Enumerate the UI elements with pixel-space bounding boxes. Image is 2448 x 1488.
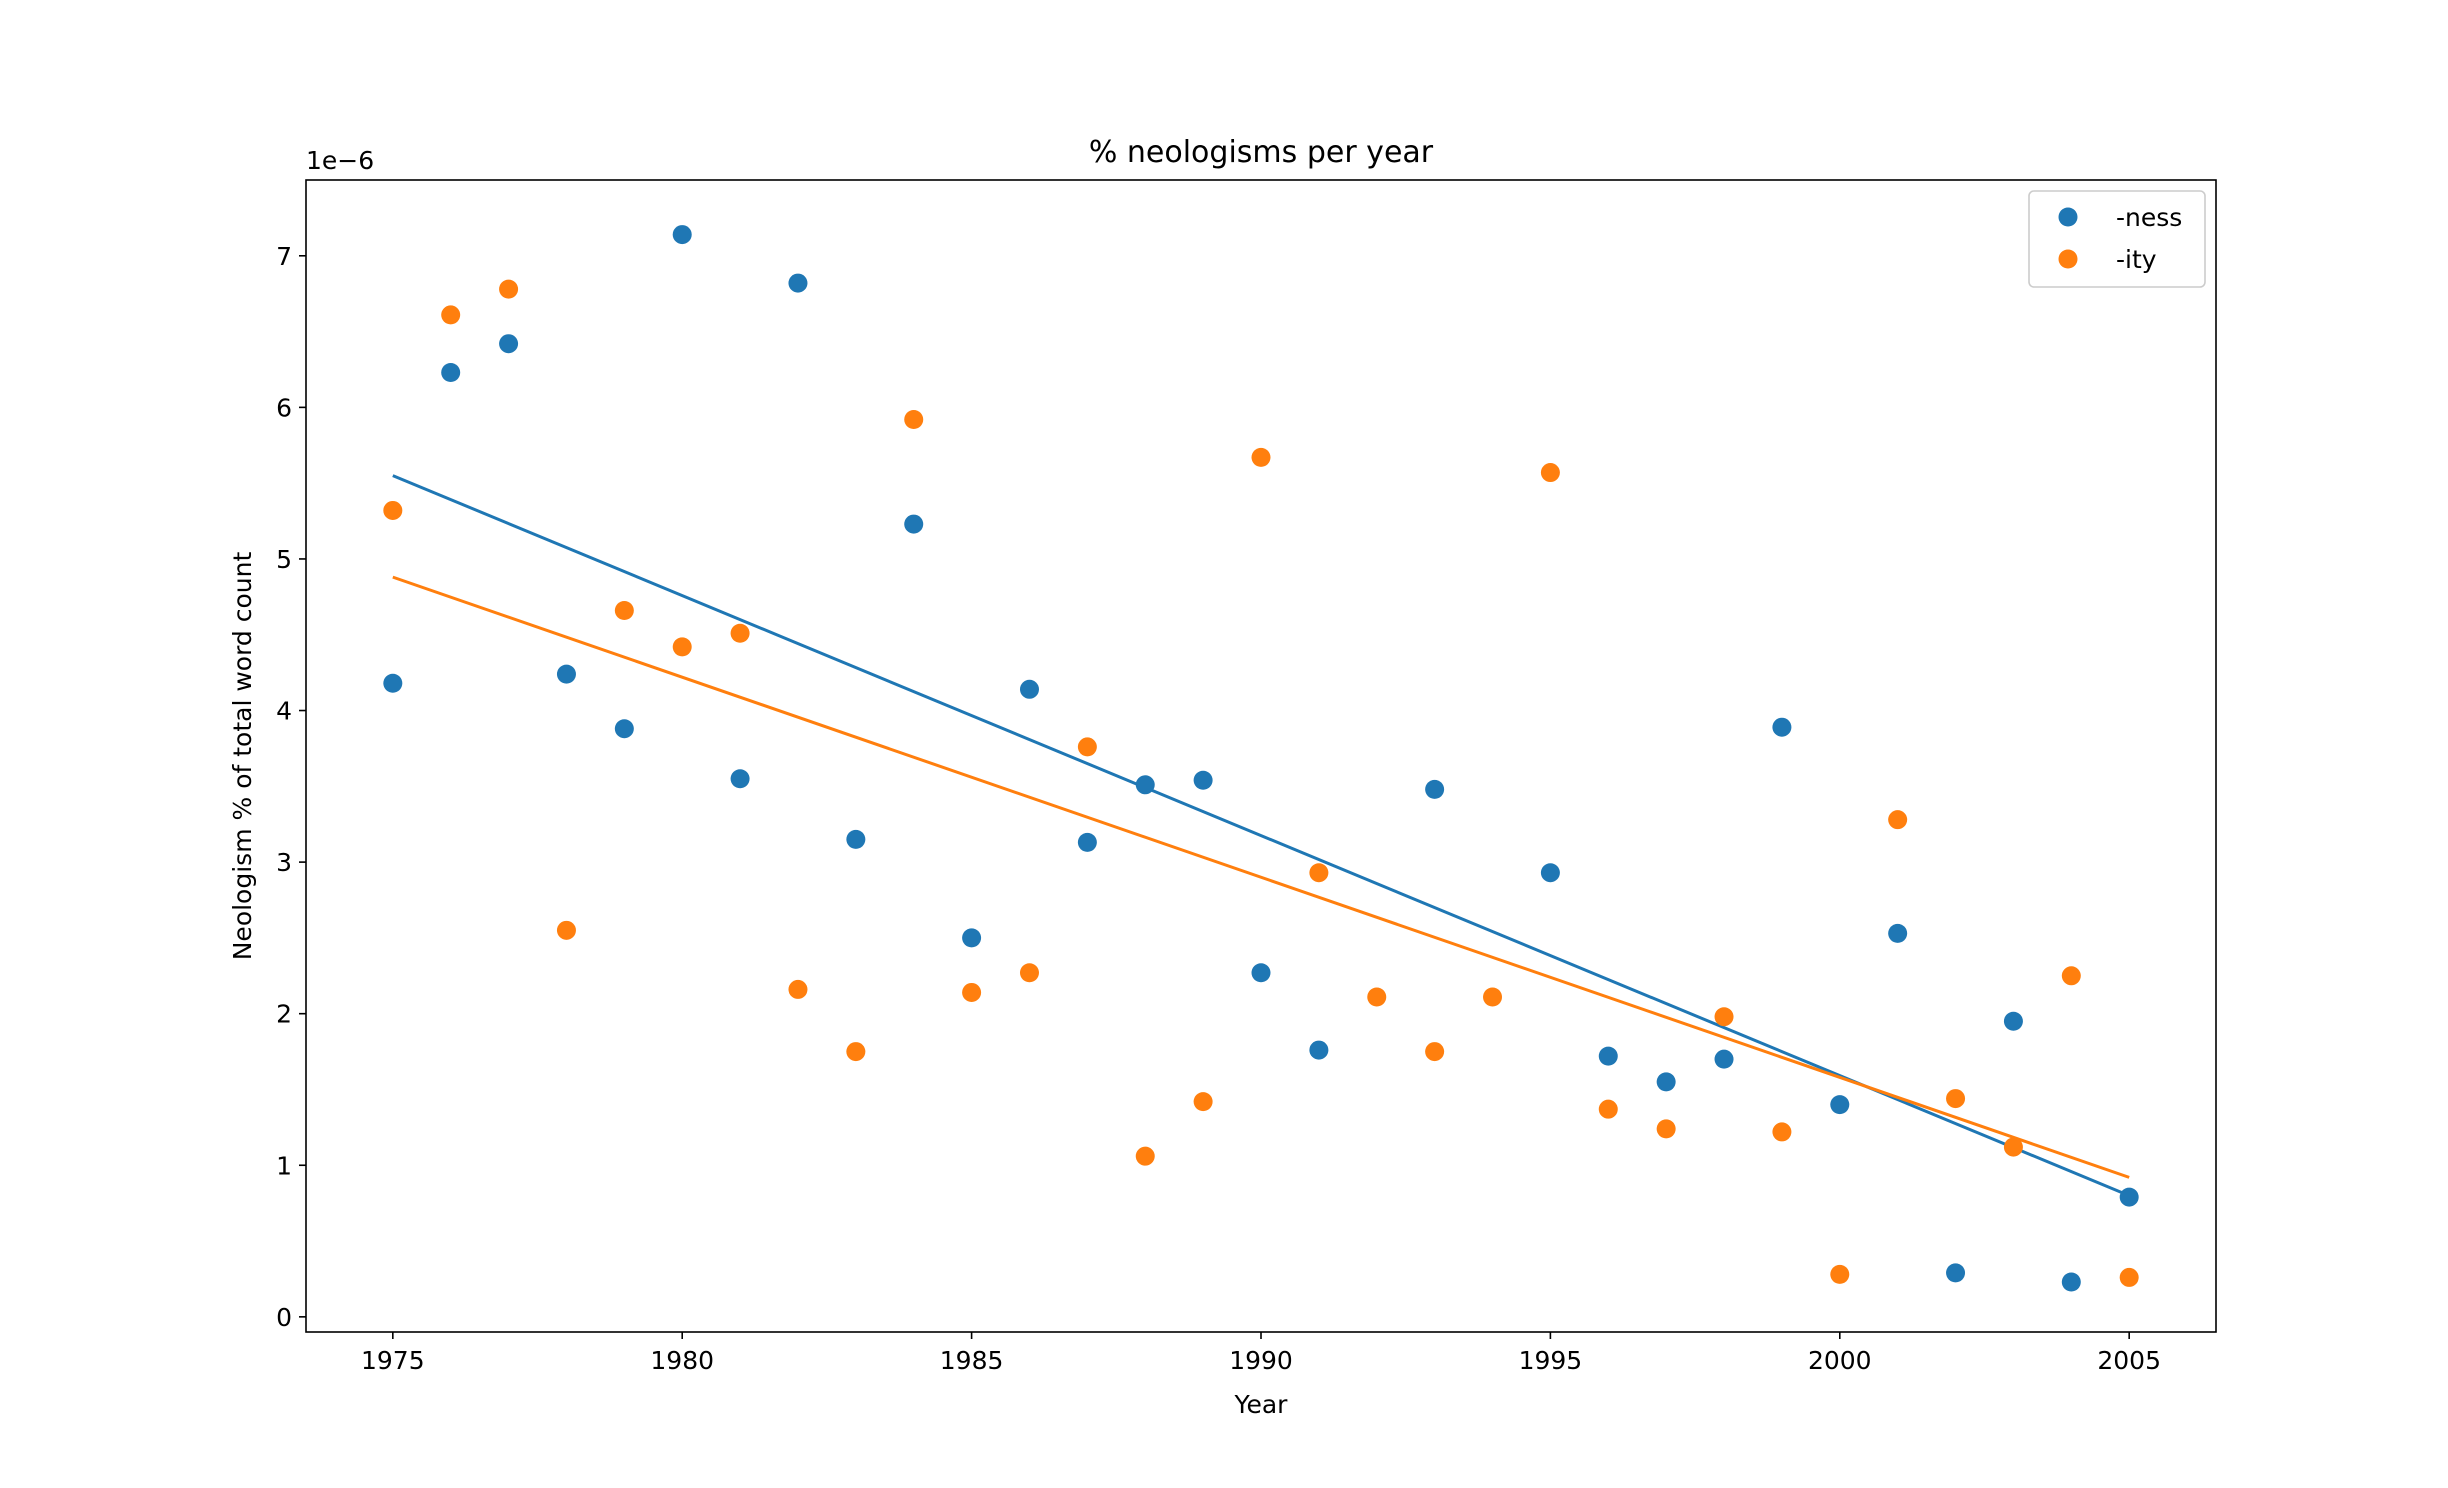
point-ness-2002 [1946, 1263, 1966, 1283]
point-ness-1998 [1714, 1049, 1734, 1069]
point-ness-2001 [1888, 923, 1908, 943]
point-ity-1984 [904, 409, 924, 429]
point-ity-1998 [1714, 1007, 1734, 1027]
point-ness-1993 [1425, 779, 1445, 799]
point-ity-1983 [846, 1042, 866, 1062]
point-ity-2005 [2119, 1267, 2139, 1287]
point-ness-1986 [1019, 679, 1039, 699]
point-ity-1987 [1077, 737, 1097, 757]
x-tick-label: 1975 [361, 1346, 425, 1375]
point-ness-1976 [441, 363, 461, 383]
point-ness-1990 [1251, 963, 1271, 983]
point-ness-1991 [1309, 1040, 1329, 1060]
x-tick-label: 1990 [1229, 1346, 1293, 1375]
point-ness-1975 [383, 673, 403, 693]
x-tick-label: 2000 [1808, 1346, 1872, 1375]
point-ness-1988 [1135, 775, 1155, 795]
point-ness-2003 [2003, 1011, 2023, 1031]
point-ity-2004 [2061, 966, 2081, 986]
x-tick-label: 1985 [940, 1346, 1004, 1375]
point-ness-2005 [2119, 1187, 2139, 1207]
point-ity-2000 [1830, 1264, 1850, 1284]
point-ity-1991 [1309, 863, 1329, 883]
point-ity-1999 [1772, 1122, 1792, 1142]
y-axis-scale-label: 1e−6 [306, 146, 374, 175]
point-ity-1980 [672, 637, 692, 657]
x-tick-label: 1995 [1519, 1346, 1583, 1375]
point-ness-1979 [614, 719, 634, 739]
point-ity-1981 [730, 623, 750, 643]
point-ity-1992 [1367, 987, 1387, 1007]
point-ity-1975 [383, 500, 403, 520]
point-ity-1997 [1656, 1119, 1676, 1139]
chart-title: % neologisms per year [1089, 135, 1434, 170]
scatter-points [383, 225, 2139, 1292]
point-ity-1989 [1193, 1092, 1213, 1112]
legend-marker-ity [2058, 249, 2078, 269]
trend-lines [392, 474, 2130, 1197]
point-ness-1987 [1077, 832, 1097, 852]
point-ness-2000 [1830, 1095, 1850, 1115]
point-ity-1995 [1540, 463, 1560, 483]
legend: -ness -ity [2028, 190, 2206, 288]
legend-marker-ness [2058, 207, 2078, 227]
point-ity-1976 [441, 305, 461, 325]
point-ity-1985 [962, 982, 982, 1002]
trend-line-ity [392, 575, 2130, 1179]
point-ity-1988 [1135, 1146, 1155, 1166]
point-ity-1982 [788, 979, 808, 999]
point-ity-1979 [614, 600, 634, 620]
point-ity-2001 [1888, 810, 1908, 830]
y-tick-label: 2 [276, 1000, 292, 1029]
point-ity-1993 [1425, 1042, 1445, 1062]
point-ness-1996 [1598, 1046, 1618, 1066]
point-ity-1986 [1019, 963, 1039, 983]
point-ness-1999 [1772, 717, 1792, 737]
point-ness-1989 [1193, 770, 1213, 790]
point-ity-2002 [1946, 1089, 1966, 1109]
y-tick-label: 5 [276, 545, 292, 574]
x-axis-label: Year [1234, 1390, 1289, 1419]
point-ity-1994 [1483, 987, 1503, 1007]
legend-label-ity: -ity [2116, 245, 2157, 274]
y-tick-label: 7 [276, 242, 292, 271]
point-ity-1996 [1598, 1099, 1618, 1119]
y-tick-label: 1 [276, 1151, 292, 1180]
point-ness-2004 [2061, 1272, 2081, 1292]
y-tick-label: 6 [276, 393, 292, 422]
point-ity-1978 [556, 920, 576, 940]
x-tick-label: 1980 [650, 1346, 714, 1375]
y-axis-label: Neologism % of total word count [228, 552, 257, 961]
trend-line-ness [392, 474, 2130, 1197]
point-ity-2003 [2003, 1137, 2023, 1157]
x-axis-ticks: 1975 1980 1985 1990 1995 2000 2005 [361, 1332, 2161, 1375]
point-ity-1990 [1251, 447, 1271, 467]
point-ness-1982 [788, 273, 808, 293]
legend-label-ness: -ness [2116, 203, 2182, 232]
y-tick-label: 4 [276, 697, 292, 726]
point-ness-1984 [904, 514, 924, 534]
point-ness-1985 [962, 928, 982, 948]
point-ness-1977 [499, 334, 519, 354]
y-tick-label: 3 [276, 848, 292, 877]
point-ity-1977 [499, 279, 519, 299]
point-ness-1997 [1656, 1072, 1676, 1092]
x-tick-label: 2005 [2097, 1346, 2161, 1375]
y-axis-ticks: 0 1 2 3 4 5 6 7 [276, 242, 306, 1332]
point-ness-1983 [846, 829, 866, 849]
point-ness-1981 [730, 769, 750, 789]
point-ness-1995 [1540, 863, 1560, 883]
y-tick-label: 0 [276, 1303, 292, 1332]
point-ness-1978 [556, 664, 576, 684]
point-ness-1980 [672, 225, 692, 245]
